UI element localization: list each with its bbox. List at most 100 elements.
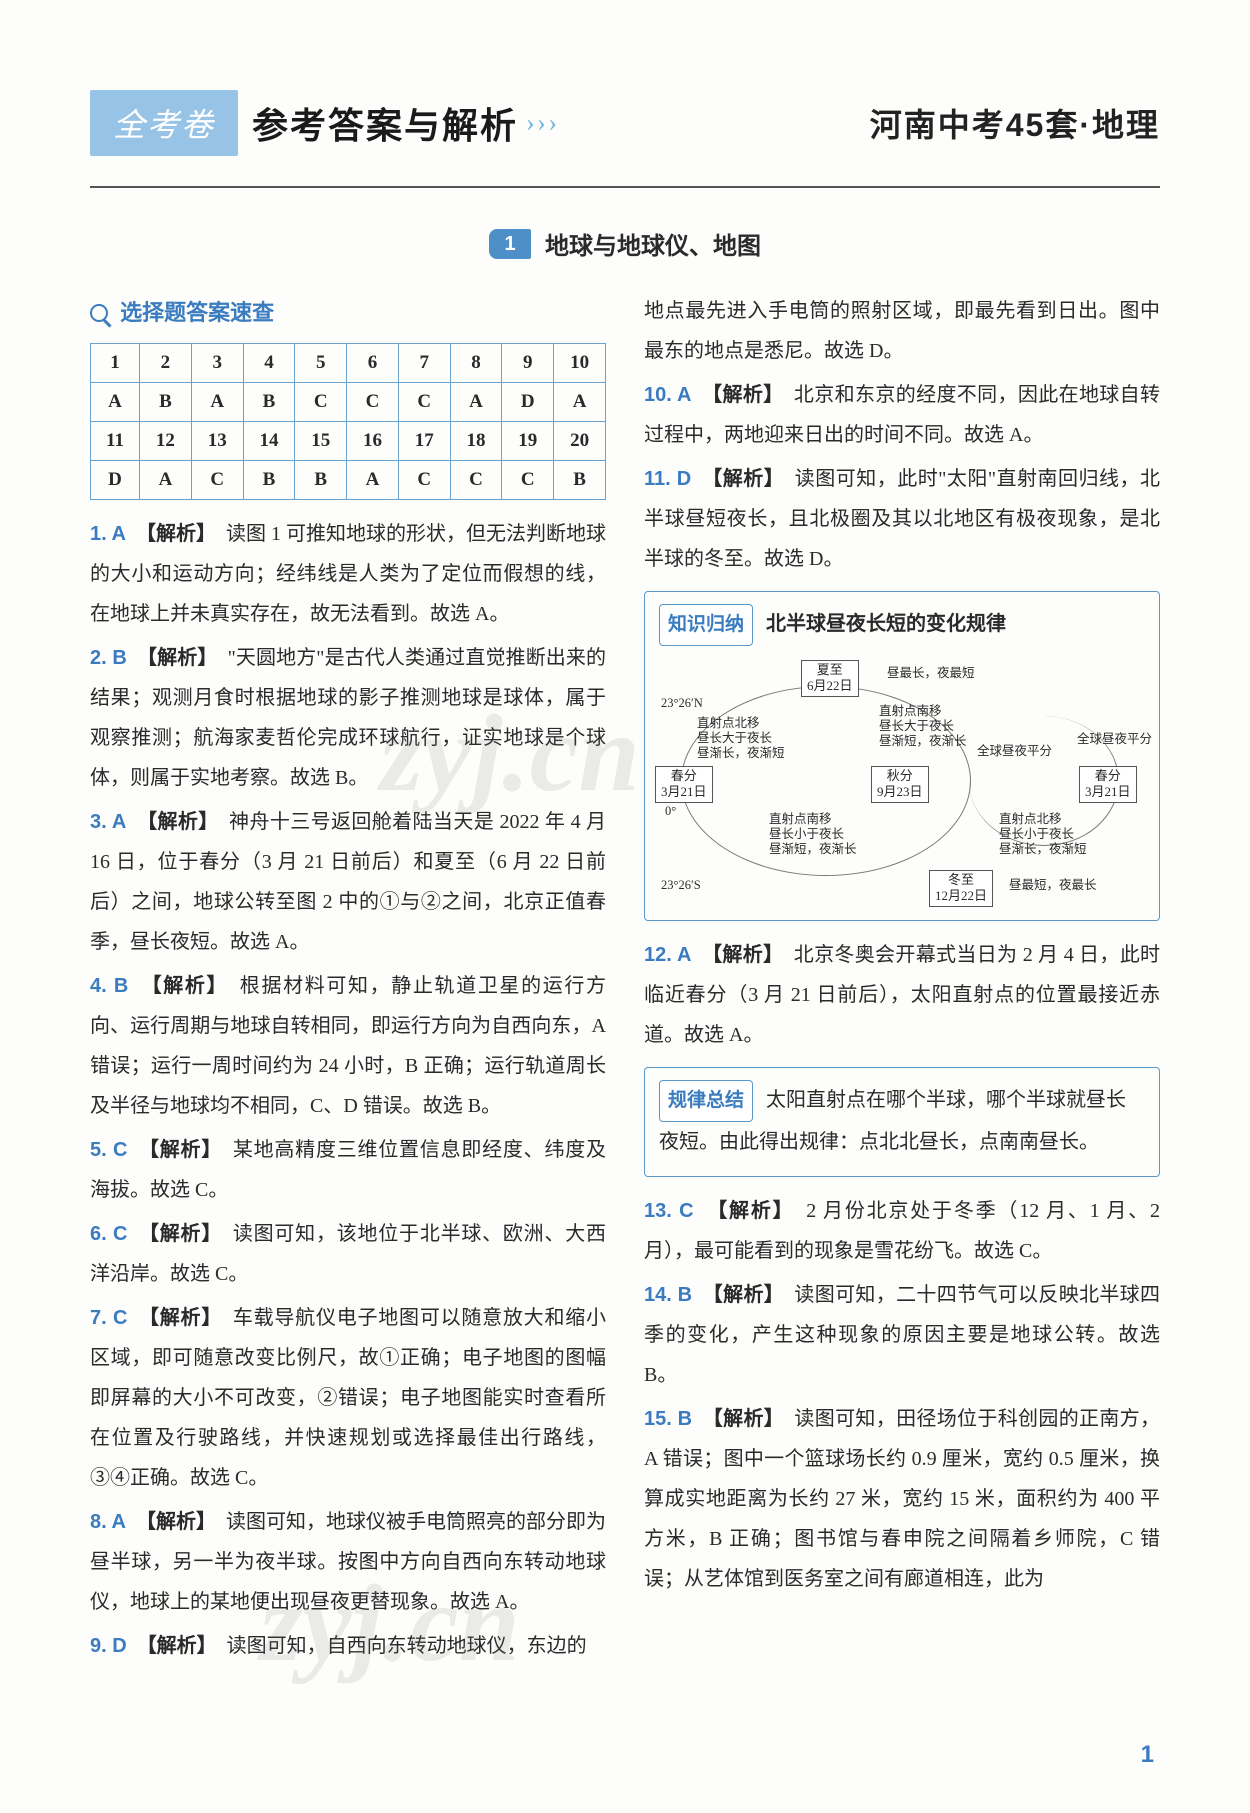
table-row: 12345678910: [91, 344, 606, 383]
table-row: ABABCCCADA: [91, 383, 606, 422]
explanation-item: 11. D 【解析】 读图可知，此时"太阳"直射南回归线，北半球昼短夜长，且北极…: [644, 459, 1160, 579]
note-bottom: 昼最短，夜最长: [1009, 878, 1097, 893]
table-cell: B: [554, 461, 606, 500]
table-cell: 11: [91, 422, 140, 461]
note-tr: 直射点南移昼长大于夜长昼渐短，夜渐长: [879, 704, 967, 749]
table-cell: 20: [554, 422, 606, 461]
box-tag: 知识归纳: [659, 604, 753, 646]
explanation-item: 2. B 【解析】 "天圆地方"是古代人类通过直觉推断出来的结果；观测月食时根据…: [90, 638, 606, 798]
box-header: 知识归纳 北半球昼夜长短的变化规律: [659, 604, 1145, 646]
table-cell: D: [91, 461, 140, 500]
table-cell: B: [140, 383, 192, 422]
explanation-item: 13. C 【解析】 2 月份北京处于冬季（12 月、1 月、2 月），最可能看…: [644, 1191, 1160, 1271]
node-winter: 冬至12月22日: [929, 870, 993, 907]
table-cell: A: [450, 383, 502, 422]
table-cell: 9: [502, 344, 554, 383]
node-autumn: 秋分9月23日: [871, 766, 929, 803]
section-heading: 1 地球与地球仪、地图: [90, 226, 1160, 261]
table-cell: A: [140, 461, 192, 500]
node-spring: 春分3月21日: [655, 766, 713, 803]
main-title: 参考答案与解析: [252, 97, 518, 149]
table-cell: 8: [450, 344, 502, 383]
two-column-body: 选择题答案速查 12345678910 ABABCCCADA 111213141…: [90, 291, 1160, 1670]
explanation-item: 地点最先进入手电筒的照射区域，即最先看到日出。图中最东的地点是悉尼。故选 D。: [644, 291, 1160, 371]
knowledge-box: 知识归纳 北半球昼夜长短的变化规律 夏至6月22日 春分3月21日 秋分9月23…: [644, 591, 1160, 921]
lat-bot: 23°26′S: [661, 878, 701, 893]
table-cell: 14: [243, 422, 295, 461]
brand-badge: 全考卷: [90, 90, 238, 156]
node-spring2: 春分3月21日: [1079, 766, 1137, 803]
table-cell: B: [295, 461, 347, 500]
table-cell: 16: [347, 422, 399, 461]
quick-answers-table: 12345678910 ABABCCCADA 11121314151617181…: [90, 343, 606, 500]
table-cell: 10: [554, 344, 606, 383]
quick-answers-title: 选择题答案速查: [90, 291, 606, 335]
explanation-item: 14. B 【解析】 读图可知，二十四节气可以反映北半球四季的变化，产生这种现象…: [644, 1275, 1160, 1395]
table-cell: 2: [140, 344, 192, 383]
table-cell: 1: [91, 344, 140, 383]
note-top: 昼最长，夜最短: [887, 666, 975, 681]
table-cell: B: [243, 383, 295, 422]
table-cell: A: [554, 383, 606, 422]
section-name: 地球与地球仪、地图: [545, 233, 761, 260]
table-cell: 5: [295, 344, 347, 383]
table-cell: 4: [243, 344, 295, 383]
explanation-item: 6. C 【解析】 读图可知，该地位于北半球、欧洲、大西洋沿岸。故选 C。: [90, 1214, 606, 1294]
explanation-item: 4. B 【解析】 根据材料可知，静止轨道卫星的运行方向、运行周期与地球自转相同…: [90, 966, 606, 1126]
explanation-item: 9. D 【解析】 读图可知，自西向东转动地球仪，东边的: [90, 1626, 606, 1666]
note-eq2: 全球昼夜平分: [1077, 732, 1152, 747]
header-rule: [90, 186, 1160, 188]
quick-title-text: 选择题答案速查: [120, 300, 274, 325]
table-cell: C: [450, 461, 502, 500]
table-cell: C: [398, 461, 450, 500]
note-tl: 直射点北移昼长大于夜长昼渐长，夜渐短: [697, 716, 785, 761]
explanation-item: 10. A 【解析】 北京和东京的经度不同，因此在地球自转过程中，两地迎来日出的…: [644, 375, 1160, 455]
note-bl: 直射点南移昼长小于夜长昼渐短，夜渐长: [769, 812, 857, 857]
table-cell: C: [191, 461, 243, 500]
page-number: 1: [1141, 1741, 1154, 1769]
table-cell: 18: [450, 422, 502, 461]
table-cell: B: [243, 461, 295, 500]
explanation-item: 5. C 【解析】 某地高精度三维位置信息即经度、纬度及海拔。故选 C。: [90, 1130, 606, 1210]
left-column: 选择题答案速查 12345678910 ABABCCCADA 111213141…: [90, 291, 606, 1670]
table-row: 11121314151617181920: [91, 422, 606, 461]
table-row: DACBBACCCB: [91, 461, 606, 500]
explanation-item: 3. A 【解析】 神舟十三号返回舱着陆当天是 2022 年 4 月 16 日，…: [90, 802, 606, 962]
table-cell: 6: [347, 344, 399, 383]
seasons-diagram: 夏至6月22日 春分3月21日 秋分9月23日 春分3月21日 冬至12月22日…: [659, 656, 1145, 906]
explanation-item: 1. A 【解析】 读图 1 可推知地球的形状，但无法判断地球的大小和运动方向；…: [90, 514, 606, 634]
box-tag: 规律总结: [659, 1080, 753, 1122]
table-cell: 13: [191, 422, 243, 461]
table-cell: 3: [191, 344, 243, 383]
table-cell: 19: [502, 422, 554, 461]
node-summer: 夏至6月22日: [801, 660, 859, 697]
search-icon: [90, 304, 108, 322]
table-cell: 7: [398, 344, 450, 383]
table-cell: C: [398, 383, 450, 422]
zero: 0°: [665, 804, 676, 819]
note-eq1: 全球昼夜平分: [977, 744, 1052, 759]
table-cell: A: [347, 461, 399, 500]
right-column: 地点最先进入手电筒的照射区域，即最先看到日出。图中最东的地点是悉尼。故选 D。 …: [644, 291, 1160, 1670]
lat-top: 23°26′N: [661, 696, 703, 711]
table-cell: D: [502, 383, 554, 422]
table-cell: 17: [398, 422, 450, 461]
section-number-pill: 1: [489, 229, 531, 259]
explanation-item: 7. C 【解析】 车载导航仪电子地图可以随意放大和缩小区域，即可随意改变比例尺…: [90, 1298, 606, 1498]
table-cell: C: [347, 383, 399, 422]
table-cell: A: [191, 383, 243, 422]
table-cell: A: [91, 383, 140, 422]
explanation-item: 8. A 【解析】 读图可知，地球仪被手电筒照亮的部分即为昼半球，另一半为夜半球…: [90, 1502, 606, 1622]
note-br: 直射点北移昼长小于夜长昼渐长，夜渐短: [999, 812, 1087, 857]
table-cell: C: [502, 461, 554, 500]
table-cell: C: [295, 383, 347, 422]
box-title: 北半球昼夜长短的变化规律: [766, 613, 1006, 635]
rule-box: 规律总结 太阳直射点在哪个半球，哪个半球就昼长夜短。由此得出规律：点北北昼长，点…: [644, 1067, 1160, 1177]
table-cell: 12: [140, 422, 192, 461]
arrow-decor: › › ›: [526, 108, 555, 138]
table-cell: 15: [295, 422, 347, 461]
sub-title: 河南中考45套·地理: [870, 100, 1160, 146]
page-header: 全考卷 参考答案与解析 › › › 河南中考45套·地理: [90, 90, 1160, 156]
explanation-item: 12. A 【解析】 北京冬奥会开幕式当日为 2 月 4 日，此时临近春分（3 …: [644, 935, 1160, 1055]
explanation-item: 15. B 【解析】 读图可知，田径场位于科创园的正南方，A 错误；图中一个篮球…: [644, 1399, 1160, 1599]
